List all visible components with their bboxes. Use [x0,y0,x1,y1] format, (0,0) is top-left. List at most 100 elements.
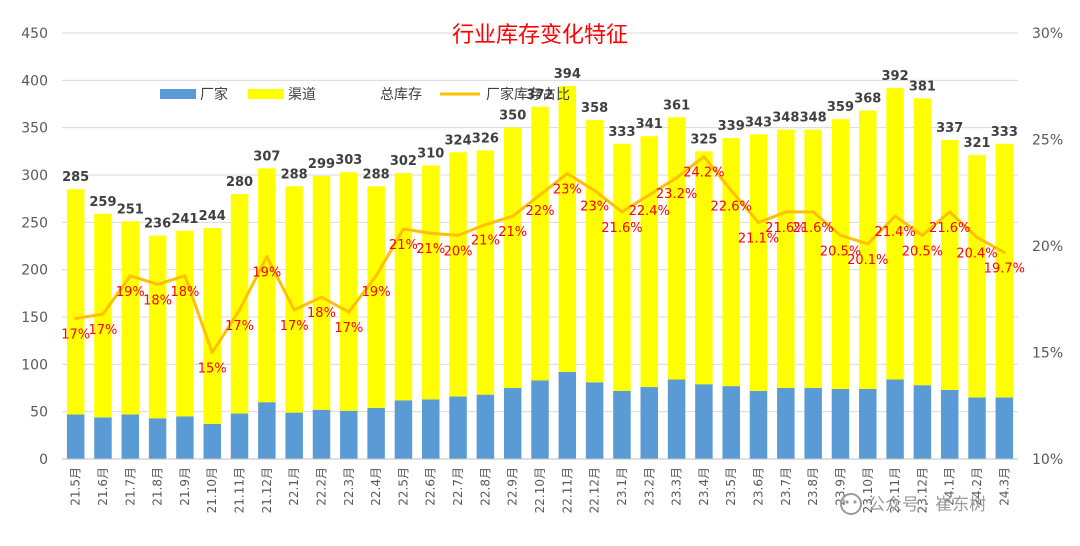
bar-factory [148,418,167,459]
y-right-tick: 15% [1032,346,1063,362]
bar-channel [203,228,221,424]
bar-channel [285,186,303,413]
bar-factory [886,379,904,459]
bar-factory [94,417,112,459]
y-left-tick: 100 [21,357,48,373]
x-tick: 23.6月 [752,467,766,506]
bar-channel [176,230,194,417]
share-label: 24.2% [683,166,724,181]
share-point [811,210,815,214]
y-left-tick: 200 [21,263,48,279]
bar-factory [367,407,385,459]
bar-channel [995,143,1014,398]
bar-channel [531,106,549,381]
share-point [74,316,78,320]
share-point [757,221,761,225]
bar-channel [913,98,932,386]
wechat-icon [840,493,862,515]
share-point [620,210,624,214]
total-label: 299 [308,157,335,172]
x-tick: 22.10月 [533,467,547,513]
axes: 0 50 100 150 200 250 300 350 400 450 10% 15% 20% 25% 3… [21,26,1063,513]
x-tick: 21.6月 [96,467,110,506]
bar-factory [913,385,932,459]
x-tick: 23.4月 [697,467,711,506]
total-label: 348 [800,111,827,126]
x-tick: 23.5月 [724,467,738,506]
bar-factory [558,371,577,459]
bar-channel [859,110,877,389]
bar-factory [230,413,249,459]
share-point [565,172,569,176]
bar-factory [449,396,467,459]
bar-factory [394,400,413,459]
bar-channel [340,172,358,411]
share-point [538,193,542,197]
share-point [702,155,706,159]
total-label: 310 [417,147,444,162]
share-label: 22% [526,204,555,219]
wechat-icon-dot2 [853,500,857,504]
share-point [893,214,897,218]
x-tick: 22.9月 [506,467,520,506]
x-tick: 21.10月 [205,467,219,513]
share-label: 22.4% [629,204,670,219]
bar-factory [340,410,358,459]
watermark-text: 公众号 · 崔东树 [868,495,986,515]
x-tick: 23.2月 [642,467,656,506]
share-label: 17% [225,319,254,334]
share-point [128,274,132,278]
y-right-tick: 30% [1032,26,1063,42]
bar-factory [176,416,194,459]
share-label: 17% [334,321,363,336]
x-tick: 23.7月 [779,467,793,506]
bar-factory [531,380,549,459]
y-left-tick: 50 [30,405,48,421]
total-label: 241 [171,212,198,227]
x-tick: 23.3月 [670,467,684,506]
y-left-tick: 0 [39,452,48,468]
share-point [401,227,405,231]
x-tick: 21.12月 [260,467,274,513]
bar-channel [476,150,495,395]
legend-swatch [248,89,284,99]
share-label: 20.5% [902,244,943,259]
share-label: 23.2% [656,187,697,202]
bar-channel [585,120,604,383]
legend-swatch [160,89,196,99]
share-point [675,176,679,180]
bar-channel [422,165,440,400]
share-point [210,351,214,354]
share-label: 17% [89,323,118,338]
y-left-tick: 400 [21,73,48,89]
bar-factory [695,384,713,459]
total-label: 368 [854,92,881,107]
x-tick: 24.2月 [970,467,984,506]
share-label: 21.4% [874,225,915,240]
x-tick: 22.3月 [342,467,356,506]
total-label: 341 [636,117,663,132]
x-tick: 22.1月 [287,467,301,506]
total-label: 337 [936,121,963,136]
legend-label: 厂家库存占比 [486,86,570,103]
share-label: 20.1% [847,253,888,268]
total-label: 339 [718,119,745,134]
bar-channel [831,119,850,389]
share-point [920,233,924,237]
share-point [347,310,351,314]
bar-channel [230,193,249,414]
share-label: 21% [389,238,418,253]
share-point [511,214,515,218]
share-point [838,233,842,237]
y-left-tick: 450 [21,26,48,42]
bar-factory [667,379,686,459]
bar-factory [859,388,877,459]
bar-factory [203,423,221,459]
share-label: 21.6% [601,221,642,236]
total-label: 394 [554,67,581,82]
bar-factory [804,388,822,459]
y-left-tick: 250 [21,215,48,231]
bar-channel [558,86,577,372]
share-label: 21.6% [765,221,806,236]
share-label: 18% [170,285,199,300]
